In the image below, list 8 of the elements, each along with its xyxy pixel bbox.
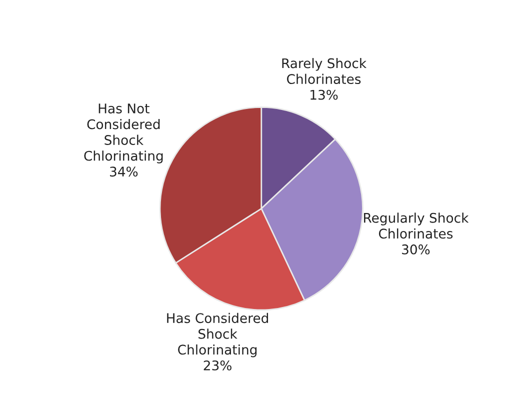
slice-label: Rarely Shock Chlorinates: [282, 58, 367, 84]
slice-label: Has Not Considered Shock Chlorinating: [84, 104, 163, 164]
data-label: 30%: [402, 244, 430, 254]
data-label: 34%: [110, 166, 138, 177]
data-label: 23%: [204, 360, 232, 370]
slice-label: Regularly Shock Chlorinates: [364, 212, 469, 239]
slice-label: Has Considered Shock Chlorinating: [167, 312, 268, 358]
data-label: 13%: [310, 90, 338, 100]
